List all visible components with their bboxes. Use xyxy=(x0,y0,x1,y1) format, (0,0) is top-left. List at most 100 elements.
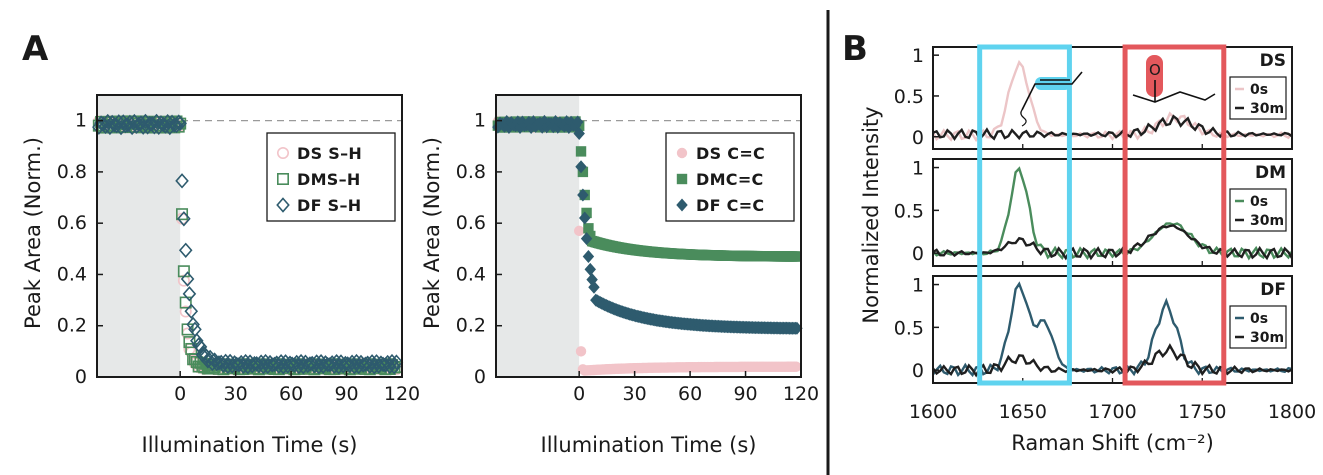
data-point xyxy=(492,120,504,134)
x-tick-label: 1750 xyxy=(1178,401,1226,423)
y-tick-label: 0.4 xyxy=(456,263,486,285)
legend-marker xyxy=(676,147,688,159)
backbone-line xyxy=(1132,91,1216,103)
series-df-c-c xyxy=(492,114,803,335)
subpanel-label: DS xyxy=(1260,51,1286,71)
y-tick-label: 0.5 xyxy=(894,200,924,222)
spectrum-0s xyxy=(931,59,1293,143)
y-tick-label: 1 xyxy=(912,275,924,297)
data-point xyxy=(114,119,128,136)
y-tick-label: 1 xyxy=(912,158,924,180)
data-point xyxy=(134,115,148,131)
data-point xyxy=(182,286,197,302)
panel-letter-b: B xyxy=(842,29,868,69)
data-point xyxy=(218,353,233,370)
data-point xyxy=(307,358,322,374)
data-point xyxy=(278,354,293,370)
data-point xyxy=(358,356,373,372)
data-point xyxy=(175,173,189,189)
data-point xyxy=(791,321,803,335)
data-point xyxy=(216,357,231,373)
data-point xyxy=(176,208,189,221)
data-point xyxy=(123,114,137,131)
y-axis-label: Peak Area (Norm.) xyxy=(420,137,444,329)
data-point xyxy=(579,211,591,225)
data-point xyxy=(199,348,213,364)
legend-marker xyxy=(676,198,688,212)
panel-letter-a: A xyxy=(22,29,49,69)
data-point xyxy=(329,353,344,370)
alkene-molecule-icon xyxy=(1020,71,1083,127)
data-point xyxy=(309,354,324,370)
data-point xyxy=(184,303,199,319)
data-point xyxy=(374,355,388,371)
pre-illumination-shade xyxy=(496,95,580,377)
data-point xyxy=(112,114,126,130)
chart-a-left: 0 30 60 90 120 0 0.2 0.4 0.6 0.8 1 Illumination Tim… xyxy=(21,94,420,457)
y-tick-label: 0 xyxy=(912,243,924,265)
data-point xyxy=(387,358,402,375)
data-point xyxy=(254,354,268,370)
data-point xyxy=(92,119,106,135)
spectrum-30m xyxy=(932,343,1293,378)
carbonyl-highlight xyxy=(1146,55,1163,97)
data-point xyxy=(177,211,191,227)
data-point xyxy=(385,353,399,370)
data-point xyxy=(303,356,317,372)
legend-label: 30m xyxy=(1250,330,1284,346)
legend-label: DS S–H xyxy=(297,144,362,163)
x-tick-label: 1650 xyxy=(999,401,1047,423)
data-point xyxy=(179,296,192,309)
ester-molecule-icon: O xyxy=(1132,55,1216,103)
data-point xyxy=(258,353,273,370)
data-point xyxy=(580,232,593,246)
chart-a-right: 0 30 60 90 120 0 0.2 0.4 0.6 0.8 1 Illumination Tim… xyxy=(420,94,819,457)
y-tick-label: 0.4 xyxy=(57,263,87,285)
data-point xyxy=(575,146,587,157)
data-point xyxy=(552,120,564,134)
legend-label: DF S–H xyxy=(297,196,362,215)
data-point xyxy=(173,115,187,132)
data-point xyxy=(363,358,377,374)
y-tick-label: 0 xyxy=(912,360,924,382)
data-point xyxy=(149,113,164,130)
legend-marker xyxy=(276,147,289,160)
x-tick-label: 0 xyxy=(174,383,186,405)
data-point xyxy=(582,250,595,264)
legend-label: 0s xyxy=(1250,82,1268,98)
data-point xyxy=(223,353,237,370)
data-point xyxy=(283,355,297,371)
data-point xyxy=(790,251,802,262)
y-tick-label: 1 xyxy=(912,45,924,67)
data-point xyxy=(575,346,587,357)
spectrum-30m xyxy=(932,224,1294,261)
data-point xyxy=(314,353,328,370)
data-point xyxy=(365,354,379,370)
x-tick-label: 90 xyxy=(733,383,757,405)
legend-box xyxy=(665,132,795,222)
subpanel-dm: 0 0.5 1 DM 0s 30m xyxy=(894,158,1294,267)
data-point xyxy=(338,355,353,372)
data-point xyxy=(389,354,404,370)
legend-label: DS C=C xyxy=(696,144,765,163)
data-point xyxy=(584,262,596,276)
data-point xyxy=(577,188,589,202)
x-tick-label: 60 xyxy=(678,383,702,405)
data-point xyxy=(538,114,551,128)
legend-label: DF C=C xyxy=(696,196,764,215)
x-tick-label: 30 xyxy=(623,383,647,405)
data-point xyxy=(573,225,585,237)
y-axis-label: Peak Area (Norm.) xyxy=(21,137,45,329)
data-point xyxy=(573,126,585,140)
legend-label: 30m xyxy=(1250,101,1284,117)
legend-label: 0s xyxy=(1250,311,1268,327)
y-tick-label: 0.2 xyxy=(57,315,87,337)
x-tick-label: 1700 xyxy=(1088,401,1136,423)
y-tick-label: 0.8 xyxy=(456,161,486,183)
bond-line xyxy=(1021,71,1083,111)
data-point xyxy=(178,242,193,258)
data-point xyxy=(345,354,359,370)
y-axis-label: Normalized Intensity xyxy=(859,106,883,323)
data-point xyxy=(109,118,124,134)
